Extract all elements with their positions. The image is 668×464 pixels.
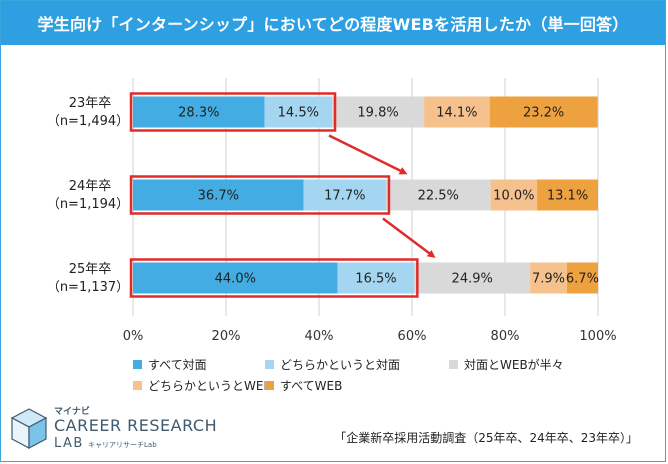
bar-segment (385, 179, 491, 211)
bar-segment (490, 179, 538, 211)
legend-label: どちらかというと対面 (280, 358, 400, 372)
bar-value-label: 28.3% (178, 106, 219, 121)
legend-label: 対面とWEBが半々 (464, 357, 564, 372)
bar-segment (530, 262, 567, 294)
row-label-year: 24年卒 (69, 179, 112, 194)
bar-value-label: 7.9% (532, 272, 565, 287)
chart-highlights (129, 92, 436, 298)
legend-swatch (133, 381, 142, 390)
bar-value-label: 6.7% (566, 272, 599, 287)
logo-line2: LAB (54, 436, 84, 451)
highlight-box (129, 175, 391, 215)
row-label-n: （n=1,137） (47, 280, 129, 295)
bar-segment (566, 262, 598, 294)
bar-segment (303, 179, 386, 211)
row-label-n: （n=1,194） (47, 197, 129, 212)
bar-segment (489, 96, 598, 128)
row-label-year: 23年卒 (69, 96, 112, 111)
chart-row-labels: 23年卒 （n=1,494） 24年卒 （n=1,194） 25年卒 （n=1,137） (47, 96, 129, 295)
logo-line1: CAREER RESEARCH (54, 416, 218, 435)
x-tick-label: 80% (491, 329, 520, 344)
legend-label: すべて対面 (148, 358, 207, 372)
bar-value-label: 10.0% (493, 189, 534, 204)
x-tick-label: 60% (398, 329, 427, 344)
bar-value-label: 14.1% (436, 106, 477, 121)
chart-title: 学生向け「インターンシップ」においてどの程度WEBを活用したか（単一回答） (1, 1, 665, 45)
bar-value-label: 24.9% (452, 272, 493, 287)
source-note: 「企業新卒採用活動調査（25年卒、24年卒、23年卒）」 (334, 431, 638, 445)
bar-segment (332, 96, 425, 128)
legend-swatch (265, 381, 274, 390)
bar-value-label: 22.5% (418, 189, 459, 204)
bar-segment (537, 179, 598, 211)
logo-brand: マイナビ (54, 407, 90, 417)
bar-value-label: 13.1% (547, 189, 588, 204)
bar-value-label: 44.0% (215, 272, 256, 287)
bar-segment (424, 96, 490, 128)
x-tick-label: 100% (579, 329, 616, 344)
x-tick-label: 0% (123, 329, 144, 344)
legend-label: どちらかというとWEB (148, 379, 272, 393)
career-research-lab-logo: マイナビ CAREER RESEARCH LAB キャリアリサーチLab (8, 404, 217, 456)
bar-segment (414, 262, 531, 294)
legend-swatch (133, 360, 142, 369)
bar-segment (133, 96, 265, 128)
x-tick-label: 20% (212, 329, 241, 344)
lab-cube-icon (10, 408, 48, 449)
trend-arrow (382, 217, 436, 258)
row-label-n: （n=1,494） (47, 114, 129, 129)
chart-x-axis: 0% 20% 40% 60% 80% 100% (123, 329, 617, 344)
bar-value-label: 14.5% (278, 106, 319, 121)
chart-bars: 28.3% 14.5% 19.8% 14.1% 23.2% 36.7% 17.7% 22.5%… (133, 96, 599, 294)
legend-swatch (265, 360, 274, 369)
highlight-box (129, 92, 337, 132)
bar-segment (133, 179, 304, 211)
bar-segment (264, 96, 333, 128)
logo-sub: キャリアリサーチLab (88, 441, 157, 449)
highlight-box (129, 258, 419, 298)
bar-segment (337, 262, 415, 294)
bar-value-label: 16.5% (355, 272, 396, 287)
bar-value-label: 36.7% (198, 189, 239, 204)
legend-label: すべてWEB (280, 379, 342, 393)
bar-value-label: 17.7% (324, 189, 365, 204)
legend-swatch (449, 360, 458, 369)
bar-value-label: 23.2% (523, 106, 564, 121)
row-label-year: 25年卒 (69, 262, 112, 277)
bar-segment (133, 262, 338, 294)
x-tick-label: 40% (305, 329, 334, 344)
trend-arrow (328, 134, 408, 175)
bar-value-label: 19.8% (357, 106, 398, 121)
